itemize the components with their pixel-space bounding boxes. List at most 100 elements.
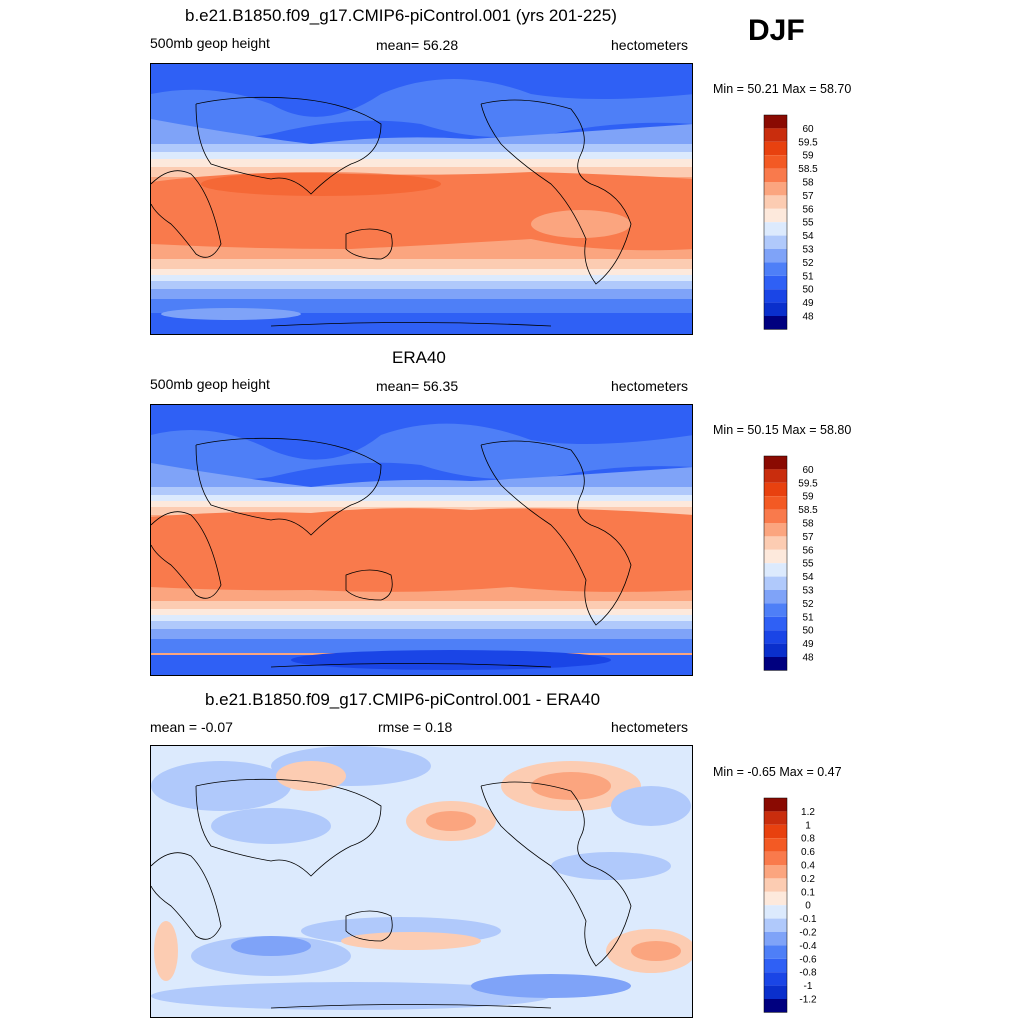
colorbar-box (764, 891, 787, 906)
colorbar-box (764, 482, 787, 497)
colorbar-tick-label: 59.5 (798, 478, 818, 489)
panel-1-title: b.e21.B1850.f09_g17.CMIP6-piControl.001 … (185, 6, 617, 25)
colorbar-tick-label: -0.6 (799, 954, 817, 965)
colorbar-tick-label: 48 (802, 312, 814, 323)
colorbar-box (764, 195, 787, 209)
colorbar-box (764, 945, 787, 959)
colorbar-box (764, 128, 787, 142)
colorbar-tick-label: 54 (802, 231, 814, 242)
colorbar-box (764, 469, 787, 483)
colorbar-tick-label: 0.1 (801, 887, 815, 898)
colorbar-tick-label: 54 (802, 572, 814, 583)
colorbar-box (764, 590, 787, 604)
colorbar-box (764, 168, 787, 182)
colorbar-tick-label: 60 (802, 465, 814, 476)
panel-2-title: ERA40 (392, 348, 446, 367)
colorbar-box (764, 932, 787, 946)
colorbar-tick-label: 0 (805, 901, 811, 912)
colorbar-tick-label: 1.2 (801, 807, 815, 818)
colorbar-tick-label: 56 (802, 545, 814, 556)
colorbar-box (764, 958, 787, 973)
colorbar-tick-label: 1 (805, 820, 811, 831)
panel-3-map (150, 745, 693, 1018)
colorbar-tick-label: 56 (802, 204, 814, 215)
colorbar-tick-label: -1.2 (799, 995, 817, 1006)
colorbar-box (764, 302, 787, 316)
colorbar-tick-label: 60 (802, 124, 814, 135)
colorbar-tick-label: 58 (802, 519, 814, 530)
colorbar-box (764, 603, 787, 617)
colorbar-tick-label: 58.5 (798, 164, 818, 175)
panel-2-mean-label: mean= 56.35 (376, 378, 459, 394)
panel-1-left-label: 500mb geop height (150, 35, 270, 51)
season-label: DJF (748, 14, 805, 47)
panel-1-mean-label: mean= 56.28 (376, 37, 459, 53)
colorbar-box (764, 905, 787, 919)
colorbar-box (764, 141, 787, 156)
colorbar-box (764, 509, 787, 523)
colorbar-tick-label: 58 (802, 178, 814, 189)
panel-2-minmax: Min = 50.15 Max = 58.80 (713, 423, 852, 437)
colorbar-box (764, 235, 787, 249)
colorbar-tick-label: 48 (802, 653, 814, 664)
panel-3-colorbar: 1.2 1 0.8 0.6 0.4 0.2 0.1 0 -0.1 -0.2 -0.4 -0.6 -0.8… (763, 797, 817, 1013)
colorbar-tick-label: 57 (802, 532, 814, 543)
colorbar-box (764, 972, 787, 986)
colorbar-tick-label: 52 (802, 599, 814, 610)
panel-1-units-label: hectometers (611, 37, 689, 53)
colorbar-tick-label: 49 (802, 639, 814, 650)
colorbar-tick-label: 49 (802, 298, 814, 309)
colorbar-box (764, 549, 787, 564)
colorbar-box (764, 536, 787, 550)
colorbar-tick-label: 52 (802, 258, 814, 269)
panel-3-rmse-label: rmse = 0.18 (378, 719, 453, 735)
panel-3-minmax: Min = -0.65 Max = 0.47 (713, 765, 842, 779)
colorbar-box (764, 155, 787, 169)
colorbar-box (764, 275, 787, 290)
colorbar-box (764, 630, 787, 644)
colorbar-tick-label: 53 (802, 245, 814, 256)
colorbar-box (764, 985, 787, 999)
panel-2-map (150, 404, 693, 676)
colorbar-box (764, 643, 787, 657)
colorbar-box (764, 798, 787, 812)
panel-1-minmax: Min = 50.21 Max = 58.70 (713, 82, 852, 96)
panel-1-colorbar: 60 59.5 59 58.5 58 57 56 55 54 53 52 51 50 49 48 (763, 114, 818, 330)
colorbar-tick-label: 51 (802, 612, 814, 623)
colorbar-tick-label: 59 (802, 151, 814, 162)
colorbar-box (764, 878, 787, 892)
colorbar-tick-label: -0.4 (799, 941, 817, 952)
colorbar-tick-label: 0.4 (801, 861, 815, 872)
colorbar-box (764, 838, 787, 852)
colorbar-tick-label: 57 (802, 191, 814, 202)
colorbar-tick-label: 50 (802, 626, 814, 637)
colorbar-box (764, 316, 787, 330)
colorbar-tick-label: -1 (804, 981, 813, 992)
colorbar-tick-label: 51 (802, 271, 814, 282)
colorbar-box (764, 824, 787, 839)
panel-2-left-label: 500mb geop height (150, 376, 270, 392)
colorbar-box (764, 576, 787, 590)
colorbar-tick-label: 0.6 (801, 847, 815, 858)
colorbar-box (764, 811, 787, 825)
colorbar-box (764, 523, 787, 537)
colorbar-box (764, 496, 787, 510)
colorbar-tick-label: 50 (802, 285, 814, 296)
colorbar-tick-label: -0.8 (799, 968, 817, 979)
panel-3-title: b.e21.B1850.f09_g17.CMIP6-piControl.001 … (205, 690, 601, 709)
colorbar-tick-label: 59 (802, 492, 814, 503)
colorbar-box (764, 289, 787, 303)
colorbar-tick-label: 55 (802, 218, 814, 229)
colorbar-box (764, 262, 787, 276)
panel-3-units-label: hectometers (611, 719, 689, 735)
colorbar-box (764, 657, 787, 671)
colorbar-box (764, 208, 787, 223)
colorbar-tick-label: 0.8 (801, 834, 815, 845)
colorbar-box (764, 115, 787, 129)
colorbar-tick-label: -0.2 (799, 928, 817, 939)
panel-1-map (150, 63, 693, 335)
colorbar-tick-label: 55 (802, 559, 814, 570)
colorbar-box (764, 563, 787, 577)
colorbar-box (764, 182, 787, 196)
colorbar-box (764, 865, 787, 879)
